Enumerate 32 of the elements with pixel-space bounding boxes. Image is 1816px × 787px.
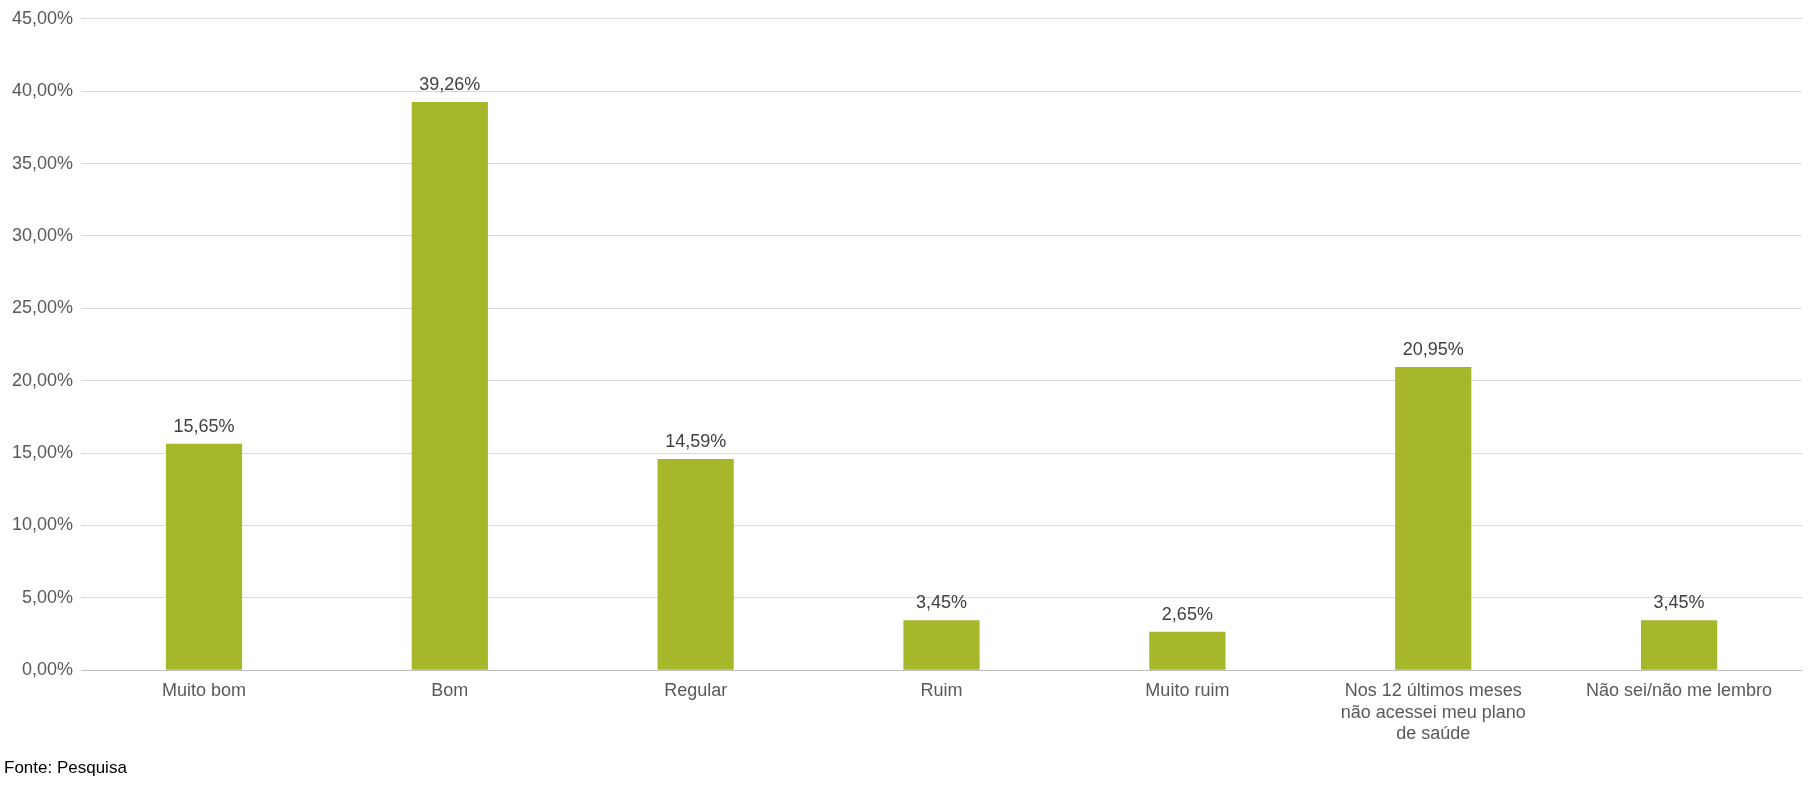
bar (165, 443, 243, 670)
y-tick-label: 10,00% (11, 514, 74, 535)
bar (903, 620, 980, 670)
y-tick-label: 30,00% (11, 224, 74, 245)
data-label: 14,59% (665, 430, 727, 451)
data-label: 39,26% (419, 73, 481, 94)
x-tick-label: Não sei/não me lembro (1586, 679, 1773, 700)
y-tick-label: 40,00% (11, 80, 74, 101)
data-label: 3,45% (1653, 592, 1705, 613)
bar (1640, 620, 1718, 670)
x-tick-label: Muito ruim (1145, 679, 1230, 700)
bar (411, 101, 488, 670)
x-tick-label: Bom (431, 679, 469, 700)
x-tick-label: Regular (664, 679, 728, 700)
y-tick-label: 45,00% (11, 7, 74, 28)
x-tick-label: Nos 12 últimos meses não acessei meu plano de saúde (1340, 679, 1526, 744)
bar (657, 459, 734, 670)
source-note: Fonte: Pesquisa (4, 758, 127, 778)
y-tick-label: 25,00% (11, 297, 74, 318)
x-tick-label: Ruim (920, 679, 963, 700)
bar (1395, 366, 1472, 670)
data-label: 15,65% (173, 415, 235, 436)
y-tick-label: 20,00% (11, 369, 74, 390)
x-tick-label: Muito bom (161, 679, 246, 700)
y-tick-label: 0,00% (22, 659, 74, 680)
bar (1149, 631, 1226, 670)
data-label: 2,65% (1161, 603, 1213, 624)
y-tick-label: 35,00% (11, 152, 74, 173)
y-tick-label: 15,00% (11, 442, 74, 463)
data-label: 20,95% (1402, 338, 1464, 359)
y-tick-label: 5,00% (22, 586, 74, 607)
data-label: 3,45% (916, 592, 968, 613)
